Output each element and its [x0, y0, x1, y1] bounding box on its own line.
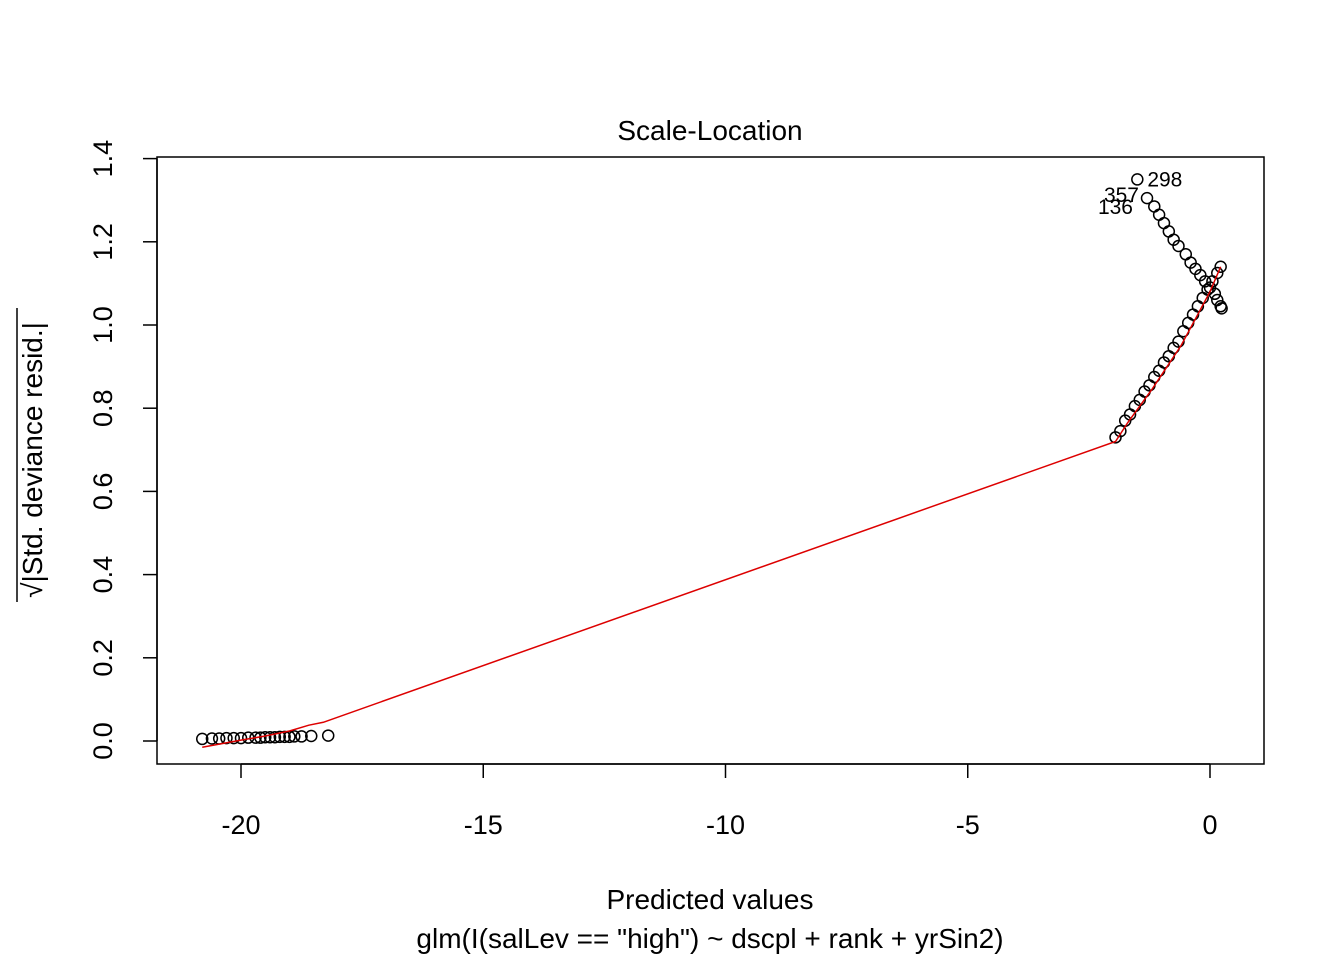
y-tick-label: 0.6	[88, 473, 118, 511]
y-axis-title-text: |Std. deviance resid.|	[17, 322, 48, 582]
data-point	[268, 731, 282, 744]
data-point	[288, 730, 301, 743]
data-point	[1114, 424, 1127, 438]
data-point	[1215, 302, 1228, 315]
data-point	[295, 730, 308, 743]
data-point	[1172, 239, 1185, 253]
y-axis-title: √|Std. deviance resid.|	[16, 308, 48, 602]
chart-title: Scale-Location	[617, 115, 802, 146]
x-tick-label: -10	[706, 810, 745, 840]
y-tick-label: 0.8	[88, 389, 118, 427]
data-point	[1140, 191, 1154, 205]
data-point	[305, 729, 318, 743]
point-label: 136	[1098, 196, 1133, 219]
y-tick-label: 1.4	[88, 140, 118, 178]
sqrt-symbol: √	[17, 582, 48, 598]
data-point	[227, 731, 240, 745]
data-point	[249, 731, 262, 744]
x-tick-label: -20	[221, 810, 260, 840]
y-tick-label: 0.0	[88, 722, 118, 760]
data-point	[263, 731, 277, 744]
smoother-layer	[202, 266, 1222, 748]
x-tick-label: 0	[1202, 810, 1217, 840]
x-tick-label: -15	[464, 810, 503, 840]
data-point	[220, 731, 233, 745]
x-axis: -20 -15 -10 -5 0	[221, 763, 1218, 840]
data-point	[195, 732, 209, 746]
x-axis-title: Predicted values	[606, 884, 813, 915]
y-tick-label: 1.2	[88, 223, 118, 261]
y-tick-label: 0.2	[88, 639, 118, 677]
point-label: 298	[1147, 168, 1182, 191]
point-label: 357	[1104, 184, 1139, 207]
y-tick-label: 0.4	[88, 556, 118, 594]
data-point	[321, 729, 335, 742]
data-point	[234, 731, 248, 745]
chart-subtitle: glm(I(salLev == "high") ~ dscpl + rank +…	[416, 923, 1003, 954]
data-point	[205, 732, 219, 745]
data-point	[1131, 173, 1144, 186]
y-tick-label: 1.0	[88, 306, 118, 344]
data-point	[273, 730, 287, 744]
x-tick-label: -5	[956, 810, 980, 840]
y-axis: 0.0 0.2 0.4 0.6 0.8 1.0 1.2 1.4	[88, 140, 158, 760]
smoother-line	[202, 266, 1222, 748]
data-point	[1214, 260, 1227, 274]
svg-text:√|Std. deviance resid.|: √|Std. deviance resid.|	[17, 322, 48, 598]
data-point	[1211, 266, 1224, 280]
